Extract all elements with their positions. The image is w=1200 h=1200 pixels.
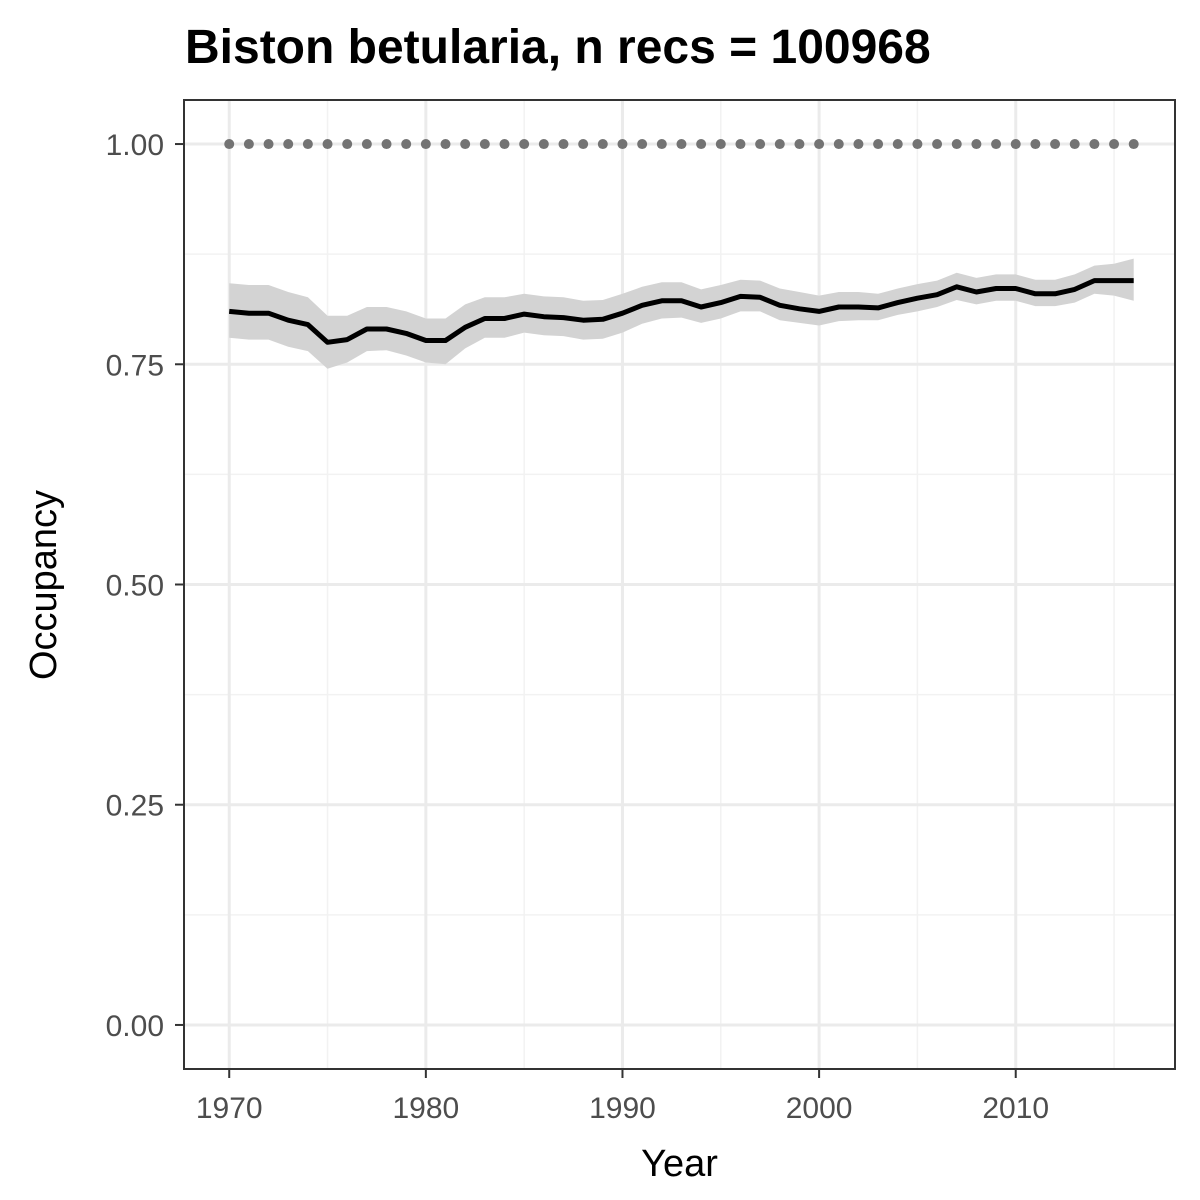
reference-point — [912, 139, 923, 150]
y-tick-label: 0.25 — [106, 790, 164, 823]
reference-point — [342, 139, 353, 150]
reference-point — [597, 139, 608, 150]
reference-point — [1030, 139, 1041, 150]
reference-point — [696, 139, 707, 150]
reference-point — [676, 139, 687, 150]
reference-point — [617, 139, 628, 150]
x-axis-title: Year — [641, 1143, 718, 1185]
reference-point — [361, 139, 372, 150]
reference-point — [873, 139, 884, 150]
reference-point — [971, 139, 982, 150]
reference-point — [932, 139, 943, 150]
reference-point — [991, 139, 1002, 150]
reference-point — [401, 139, 412, 150]
reference-point — [519, 139, 530, 150]
reference-point — [637, 139, 648, 150]
reference-point — [322, 139, 333, 150]
reference-point — [558, 139, 569, 150]
axis-ticks: 0.00 0.25 0.50 0.75 1.00 1970 1980 1990 2000 2010 — [106, 129, 1049, 1125]
reference-point — [499, 139, 510, 150]
reference-point — [479, 139, 490, 150]
x-tick-label: 2010 — [982, 1092, 1049, 1125]
reference-point — [892, 139, 903, 150]
reference-point — [538, 139, 549, 150]
series-lines — [224, 139, 1139, 345]
reference-point — [263, 139, 274, 150]
y-tick-label: 0.75 — [106, 349, 164, 382]
reference-point — [283, 139, 294, 150]
reference-point — [440, 139, 451, 150]
reference-point — [814, 139, 825, 150]
reference-point — [460, 139, 471, 150]
y-tick-label: 1.00 — [106, 129, 164, 162]
reference-point — [578, 139, 589, 150]
confidence-ribbons — [229, 258, 1134, 369]
reference-point — [755, 139, 766, 150]
reference-point — [656, 139, 667, 150]
y-tick-label: 0.50 — [106, 570, 164, 603]
reference-point — [951, 139, 962, 150]
reference-point — [715, 139, 726, 150]
y-axis-title: Occupancy — [23, 490, 65, 680]
x-tick-label: 1990 — [589, 1092, 656, 1125]
reference-point — [302, 139, 313, 150]
reference-point — [853, 139, 864, 150]
reference-point — [833, 139, 844, 150]
y-tick-label: 0.00 — [106, 1010, 164, 1043]
reference-point — [794, 139, 805, 150]
occupancy-line — [228, 278, 1134, 345]
reference-point — [224, 139, 235, 150]
reference-point — [1069, 139, 1080, 150]
reference-point — [1089, 139, 1100, 150]
reference-point — [1109, 139, 1120, 150]
reference-point — [1050, 139, 1061, 150]
x-tick-label: 1980 — [392, 1092, 459, 1125]
x-tick-label: 1970 — [196, 1092, 263, 1125]
reference-point — [774, 139, 785, 150]
reference-point — [735, 139, 746, 150]
chart-title: Biston betularia, n recs = 100968 — [185, 21, 931, 74]
reference-point — [1128, 139, 1139, 150]
reference-point — [243, 139, 254, 150]
confidence-ribbon — [229, 258, 1134, 369]
x-tick-label: 2000 — [786, 1092, 853, 1125]
reference-point — [381, 139, 392, 150]
reference-point — [1010, 139, 1021, 150]
reference-point — [420, 139, 431, 150]
